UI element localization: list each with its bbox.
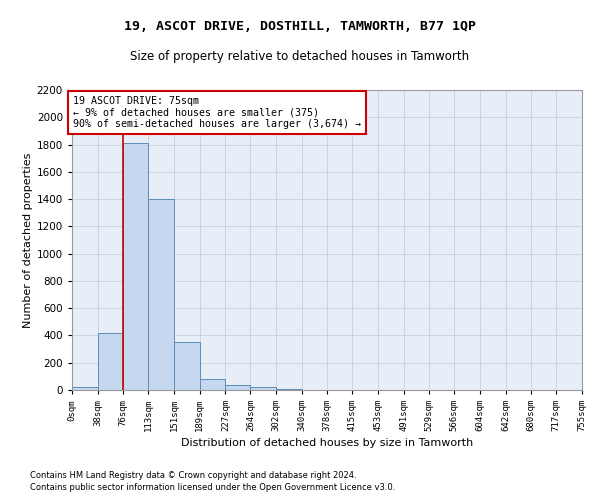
Bar [226, 385, 250, 390]
Text: 19 ASCOT DRIVE: 75sqm
← 9% of detached houses are smaller (375)
90% of semi-deta: 19 ASCOT DRIVE: 75sqm ← 9% of detached h… [73, 96, 361, 130]
Bar [200, 379, 226, 390]
Text: Contains public sector information licensed under the Open Government Licence v3: Contains public sector information licen… [30, 483, 395, 492]
Y-axis label: Number of detached properties: Number of detached properties [23, 152, 32, 328]
Bar [148, 199, 174, 390]
Text: Contains HM Land Registry data © Crown copyright and database right 2024.: Contains HM Land Registry data © Crown c… [30, 470, 356, 480]
Bar [174, 342, 200, 390]
Bar [250, 386, 276, 390]
Bar [98, 332, 124, 390]
Text: 19, ASCOT DRIVE, DOSTHILL, TAMWORTH, B77 1QP: 19, ASCOT DRIVE, DOSTHILL, TAMWORTH, B77… [124, 20, 476, 33]
Bar [72, 388, 98, 390]
Bar [124, 143, 148, 390]
X-axis label: Distribution of detached houses by size in Tamworth: Distribution of detached houses by size … [181, 438, 473, 448]
Text: Size of property relative to detached houses in Tamworth: Size of property relative to detached ho… [130, 50, 470, 63]
